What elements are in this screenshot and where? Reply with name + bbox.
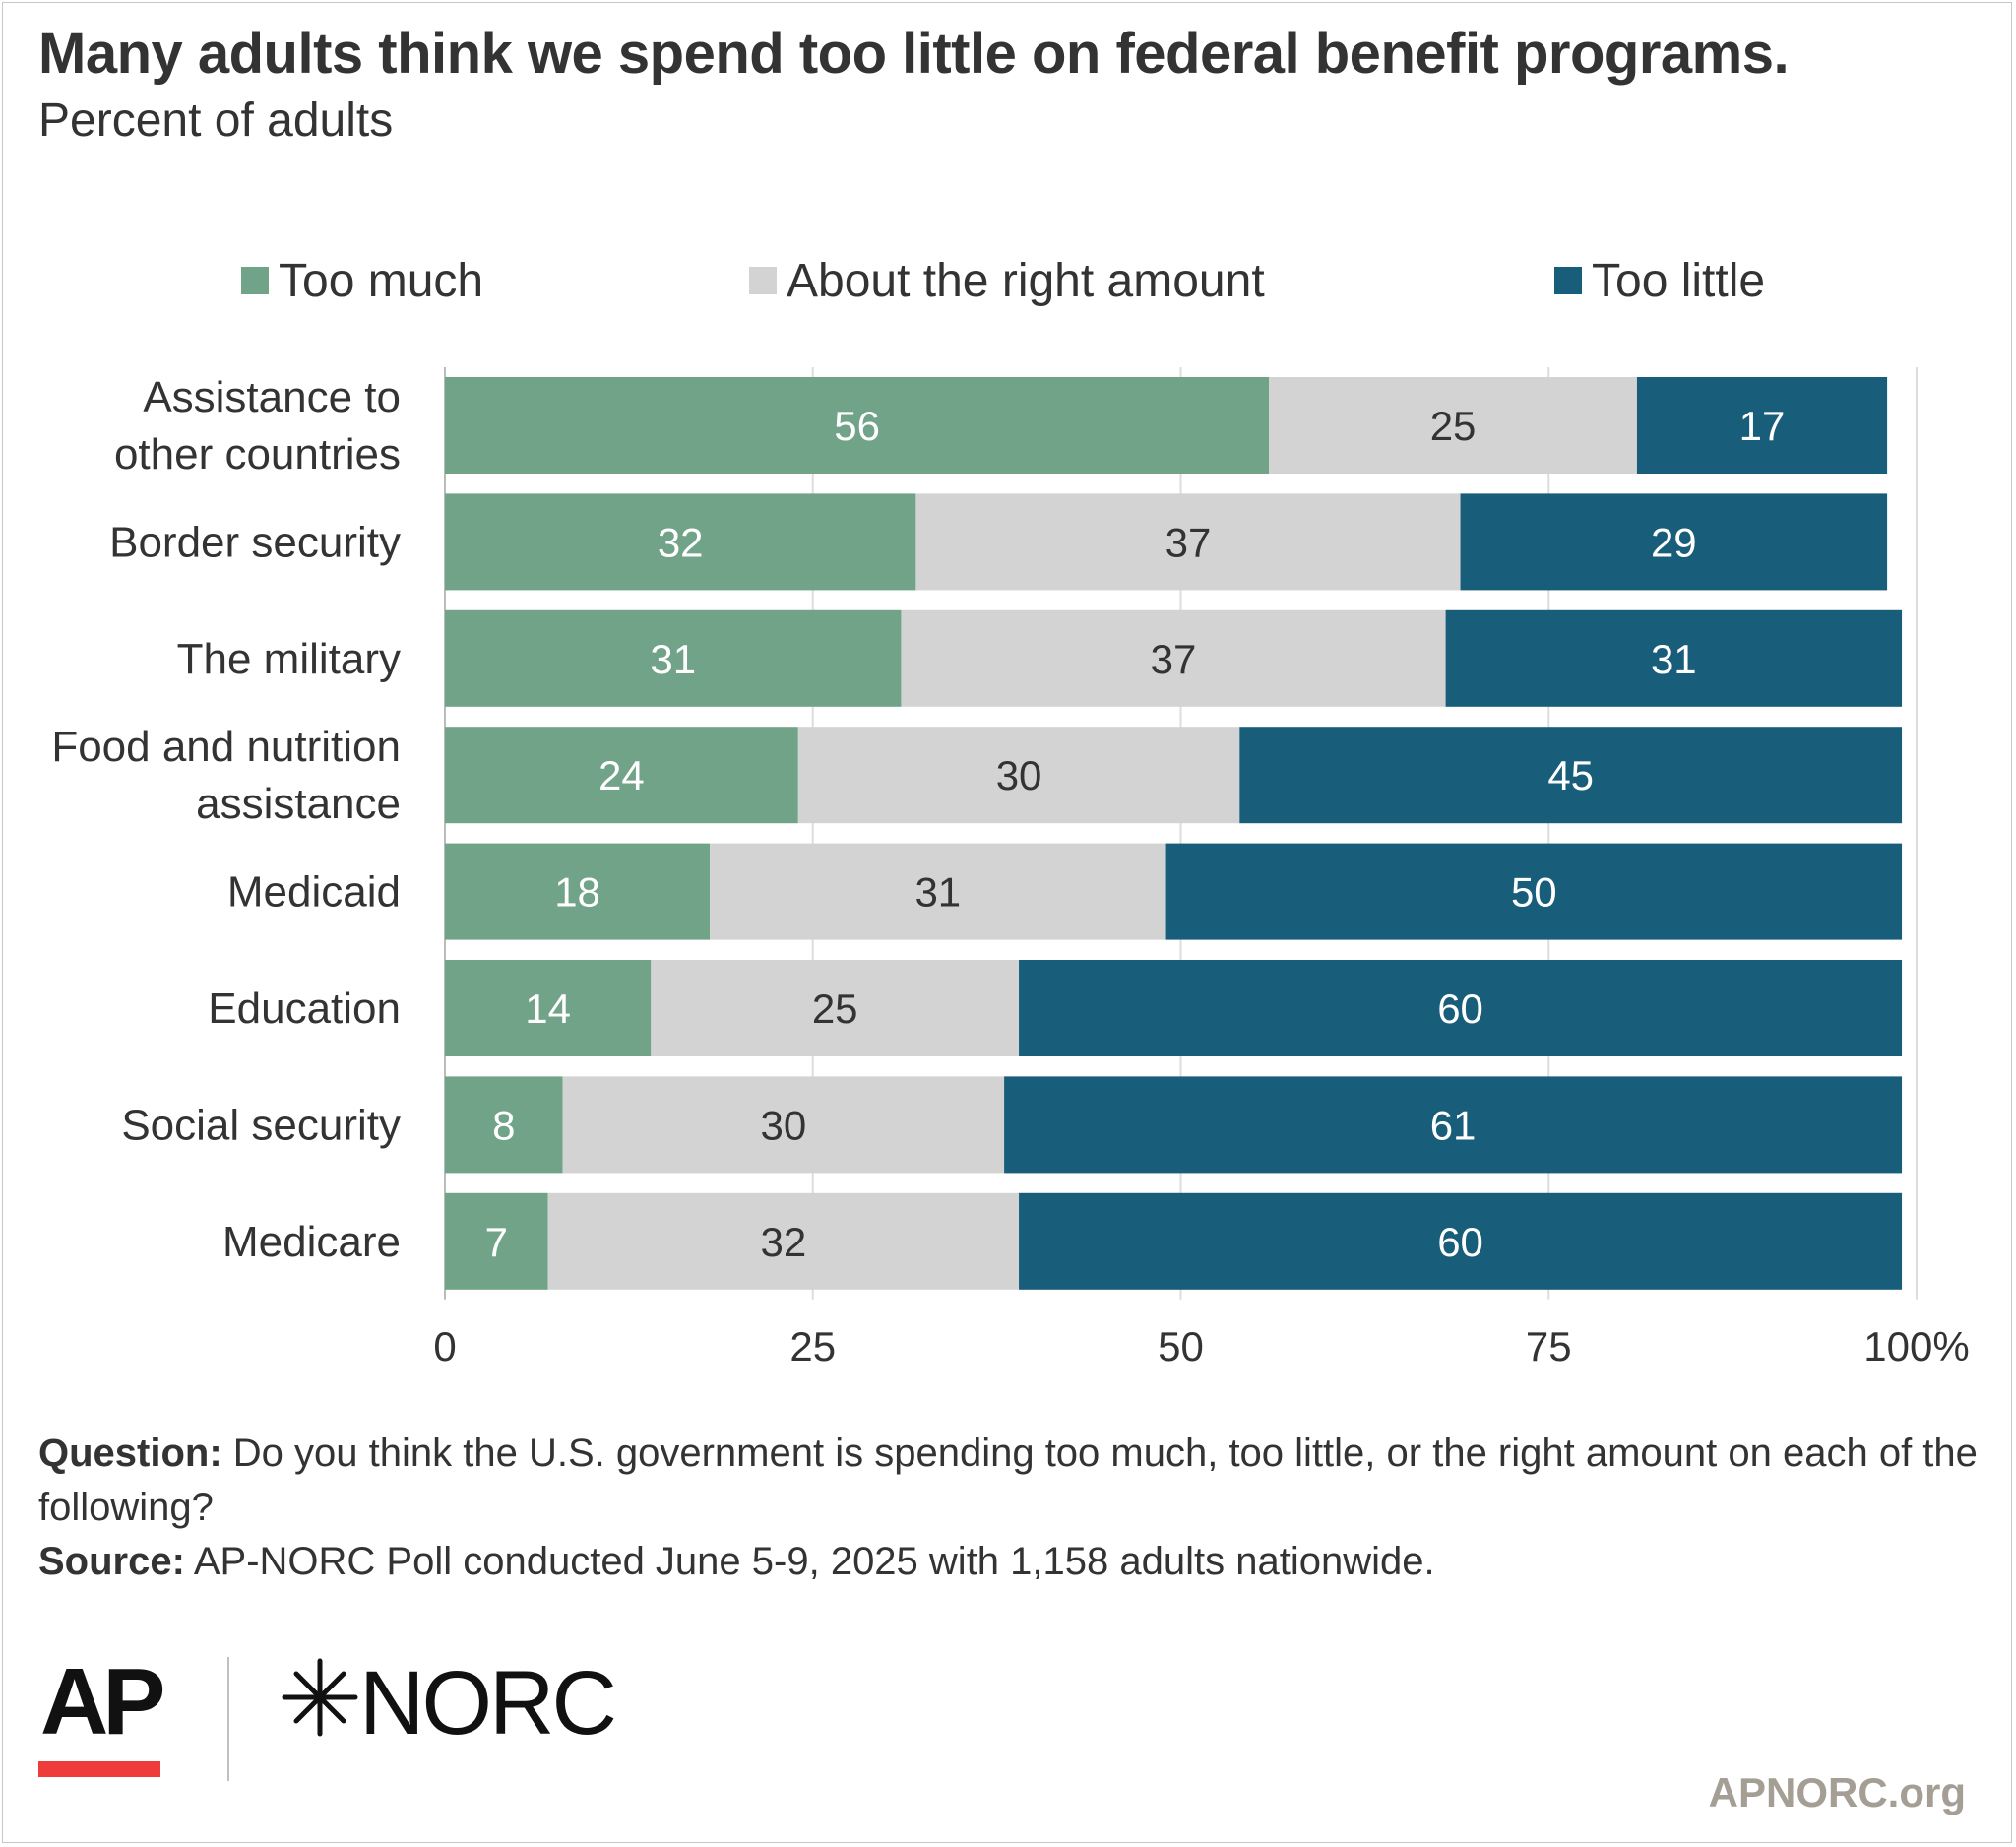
x-tick-label: 25 (789, 1323, 836, 1369)
category-label: The military (177, 635, 401, 683)
data-label: 8 (492, 1102, 515, 1148)
bar-segment (1004, 1076, 1903, 1174)
source-note: Source: AP-NORC Poll conducted June 5-9,… (38, 1535, 1987, 1589)
data-label: 56 (834, 403, 880, 449)
legend-item-right-amount: About the right amount (749, 249, 1265, 312)
bar-segment (1019, 1192, 1903, 1290)
data-label: 45 (1547, 752, 1594, 798)
bar-segment (1269, 377, 1637, 474)
legend-label-right-amount: About the right amount (787, 254, 1265, 307)
data-label: 18 (554, 869, 600, 916)
question-text: Do you think the U.S. government is spen… (38, 1432, 1978, 1529)
category-label: Assistance to (143, 373, 401, 421)
chart-subtitle: Percent of adults (38, 95, 394, 147)
legend-swatch-too-little (1554, 267, 1582, 294)
data-label: 37 (1166, 519, 1212, 565)
norc-logo-text: NORC (359, 1653, 614, 1748)
bar-segment (1445, 609, 1903, 707)
bar-segment (1636, 377, 1888, 474)
bar-segment (445, 843, 711, 940)
category-label: other countries (114, 430, 401, 478)
x-tick-label: 100% (1863, 1323, 1969, 1369)
stacked-bar-chart: 0 25 50 75 100% Assistance to other countries 5… (51, 367, 1970, 1369)
chart-notes: Question: Do you think the U.S. governme… (38, 1427, 1987, 1589)
question-label: Question: (38, 1432, 222, 1475)
bar-segment (547, 1192, 1020, 1290)
legend-label-too-little: Too little (1592, 254, 1766, 307)
data-label: 32 (658, 519, 704, 565)
bar-segment (445, 727, 798, 824)
data-label: 60 (1437, 1219, 1483, 1265)
x-tick-label: 0 (433, 1323, 456, 1369)
bar-segment (445, 960, 652, 1056)
data-label: 37 (1151, 636, 1197, 682)
category-label: Education (208, 985, 401, 1033)
bar-segment (1019, 960, 1903, 1056)
logo-divider (227, 1657, 229, 1781)
bar-segment (651, 960, 1020, 1056)
bar-segment (797, 727, 1240, 824)
ap-logo-bar (38, 1761, 160, 1777)
bar-segment (1239, 727, 1903, 824)
data-label: 31 (650, 636, 696, 682)
x-tick-label: 50 (1158, 1323, 1204, 1369)
category-label: Border security (109, 518, 401, 566)
x-tick-label: 75 (1526, 1323, 1572, 1369)
data-label: 30 (996, 752, 1042, 798)
bar-segment (901, 609, 1446, 707)
source-text: AP-NORC Poll conducted June 5-9, 2025 wi… (184, 1540, 1435, 1583)
data-label: 50 (1511, 869, 1557, 916)
legend-item-too-little: Too little (1554, 249, 1765, 312)
legend-label-too-much: Too much (279, 254, 484, 307)
bar-segment (445, 493, 916, 591)
category-label: assistance (196, 780, 401, 828)
category-label: Medicare (222, 1218, 401, 1266)
data-label: 24 (598, 752, 645, 798)
data-label: 25 (1430, 403, 1477, 449)
question-note: Question: Do you think the U.S. governme… (38, 1427, 1987, 1535)
data-label: 31 (914, 869, 961, 916)
source-label: Source: (38, 1540, 185, 1583)
star-burst-icon (282, 1658, 358, 1737)
data-label: 17 (1739, 403, 1786, 449)
category-label: Medicaid (227, 868, 401, 917)
data-label: 30 (760, 1102, 806, 1148)
site-label: APNORC.org (1708, 1769, 1966, 1815)
bar-segment (562, 1076, 1005, 1174)
data-label: 61 (1430, 1102, 1477, 1148)
bar-segment (1166, 843, 1903, 940)
ap-logo: AP (38, 1649, 166, 1777)
data-label: 14 (525, 986, 571, 1032)
ap-logo-text: AP (40, 1649, 162, 1754)
bar-segment (1460, 493, 1888, 591)
data-label: 32 (760, 1219, 806, 1265)
bar-segment (445, 377, 1270, 474)
category-label: Food and nutrition (51, 723, 401, 771)
data-label: 25 (812, 986, 858, 1032)
bar-segment (915, 493, 1461, 591)
data-label: 29 (1651, 519, 1697, 565)
data-label: 60 (1437, 986, 1483, 1032)
norc-logo: NORC (282, 1653, 617, 1748)
category-label: Social security (121, 1101, 401, 1149)
data-label: 7 (485, 1219, 508, 1265)
bar-segment (710, 843, 1166, 940)
bar-segment (445, 1076, 563, 1174)
chart-title: Many adults think we spend too little on… (38, 22, 1790, 86)
bar-segment (445, 609, 902, 707)
legend-swatch-too-much (241, 267, 269, 294)
bar-segment (445, 1192, 548, 1290)
legend-item-too-much: Too much (241, 249, 483, 312)
data-label: 31 (1651, 636, 1697, 682)
legend-swatch-right-amount (749, 267, 777, 294)
